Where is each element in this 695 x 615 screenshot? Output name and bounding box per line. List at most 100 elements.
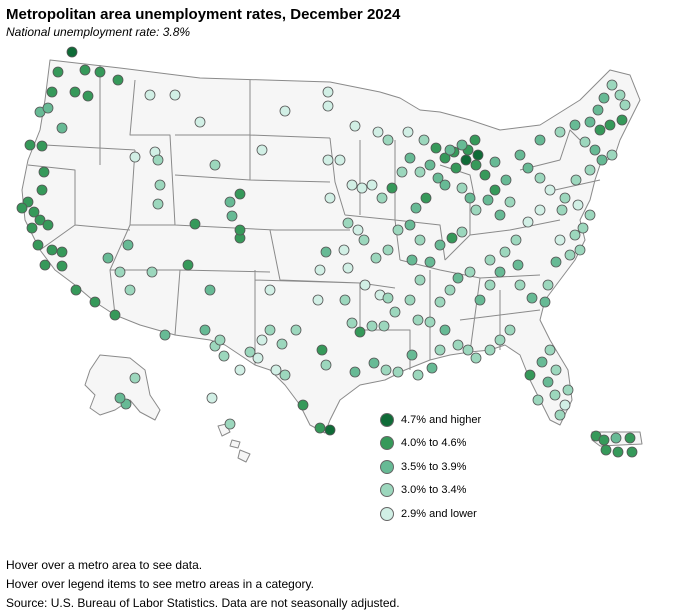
metro-dot[interactable] (434, 239, 446, 251)
metro-dot[interactable] (446, 232, 458, 244)
metro-dot[interactable] (152, 198, 164, 210)
metro-dot[interactable] (382, 244, 394, 256)
metro-dot[interactable] (524, 369, 536, 381)
metro-dot[interactable] (526, 292, 538, 304)
metro-dot[interactable] (606, 79, 618, 91)
metro-dot[interactable] (414, 166, 426, 178)
metro-dot[interactable] (500, 174, 512, 186)
metro-dot[interactable] (129, 151, 141, 163)
metro-dot[interactable] (569, 229, 581, 241)
metro-dot[interactable] (452, 339, 464, 351)
metro-dot[interactable] (592, 104, 604, 116)
metro-dot[interactable] (456, 182, 468, 194)
metro-dot[interactable] (244, 346, 256, 358)
metro-dot[interactable] (484, 254, 496, 266)
metro-dot[interactable] (36, 184, 48, 196)
metro-dot[interactable] (434, 344, 446, 356)
metro-dot[interactable] (112, 74, 124, 86)
metro-dot[interactable] (539, 296, 551, 308)
metro-dot[interactable] (414, 234, 426, 246)
metro-dot[interactable] (572, 199, 584, 211)
metro-dot[interactable] (194, 116, 206, 128)
metro-dot[interactable] (94, 66, 106, 78)
metro-dot[interactable] (600, 444, 612, 456)
metro-dot[interactable] (159, 329, 171, 341)
metro-dot[interactable] (482, 194, 494, 206)
metro-dot[interactable] (574, 244, 586, 256)
metro-dot[interactable] (522, 216, 534, 228)
metro-dot[interactable] (368, 357, 380, 369)
metro-dot[interactable] (322, 100, 334, 112)
metro-dot[interactable] (406, 349, 418, 361)
metro-dot[interactable] (234, 188, 246, 200)
metro-dot[interactable] (598, 92, 610, 104)
metro-dot[interactable] (439, 324, 451, 336)
metro-dot[interactable] (316, 344, 328, 356)
metro-dot[interactable] (349, 120, 361, 132)
metro-dot[interactable] (504, 196, 516, 208)
metro-dot[interactable] (534, 172, 546, 184)
metro-dot[interactable] (372, 126, 384, 138)
metro-dot[interactable] (404, 294, 416, 306)
metro-dot[interactable] (279, 369, 291, 381)
metro-dot[interactable] (514, 279, 526, 291)
metro-dot[interactable] (616, 114, 628, 126)
metro-dot[interactable] (396, 166, 408, 178)
metro-dot[interactable] (472, 149, 484, 161)
metro-dot[interactable] (52, 66, 64, 78)
metro-dot[interactable] (234, 364, 246, 376)
metro-dot[interactable] (464, 266, 476, 278)
metro-dot[interactable] (464, 192, 476, 204)
metro-dot[interactable] (577, 222, 589, 234)
metro-dot[interactable] (42, 219, 54, 231)
metro-dot[interactable] (312, 294, 324, 306)
metro-dot[interactable] (320, 246, 332, 258)
metro-dot[interactable] (28, 206, 40, 218)
metro-dot[interactable] (34, 214, 46, 226)
metro-dot[interactable] (380, 364, 392, 376)
metro-dot[interactable] (584, 116, 596, 128)
metro-dot[interactable] (154, 179, 166, 191)
metro-dot[interactable] (334, 154, 346, 166)
metro-dot[interactable] (378, 320, 390, 332)
metro-dot[interactable] (297, 399, 309, 411)
metro-dot[interactable] (514, 149, 526, 161)
metro-dot[interactable] (510, 234, 522, 246)
metro-dot[interactable] (146, 266, 158, 278)
metro-dot[interactable] (224, 196, 236, 208)
metro-dot[interactable] (314, 422, 326, 434)
metro-dot[interactable] (494, 334, 506, 346)
metro-dot[interactable] (554, 234, 566, 246)
metro-dot[interactable] (79, 64, 91, 76)
metro-dot[interactable] (444, 284, 456, 296)
metro-dot[interactable] (542, 376, 554, 388)
metro-dot[interactable] (534, 134, 546, 146)
metro-dot[interactable] (594, 124, 606, 136)
metro-dot[interactable] (342, 217, 354, 229)
metro-dot[interactable] (349, 366, 361, 378)
metro-dot[interactable] (550, 256, 562, 268)
metro-dot[interactable] (534, 204, 546, 216)
legend-item-2-9-lower[interactable]: 2.9% and lower (380, 502, 481, 526)
metro-dot[interactable] (489, 156, 501, 168)
metro-dot[interactable] (402, 126, 414, 138)
metro-dot[interactable] (570, 174, 582, 186)
metro-dot[interactable] (404, 152, 416, 164)
metro-dot[interactable] (424, 159, 436, 171)
metro-dot[interactable] (42, 102, 54, 114)
metro-dot[interactable] (114, 392, 126, 404)
metro-dot[interactable] (270, 364, 282, 376)
metro-dot[interactable] (182, 259, 194, 271)
metro-dot[interactable] (470, 204, 482, 216)
metro-dot[interactable] (26, 222, 38, 234)
legend-item-3-0-to-3-4[interactable]: 3.0% to 3.4% (380, 479, 481, 503)
metro-dot[interactable] (439, 179, 451, 191)
metro-dot[interactable] (366, 179, 378, 191)
metro-dot[interactable] (624, 432, 636, 444)
metro-dot[interactable] (489, 184, 501, 196)
metro-dot[interactable] (102, 252, 114, 264)
metro-dot[interactable] (382, 292, 394, 304)
metro-dot[interactable] (114, 266, 126, 278)
metro-dot[interactable] (559, 192, 571, 204)
metro-dot[interactable] (224, 418, 236, 430)
